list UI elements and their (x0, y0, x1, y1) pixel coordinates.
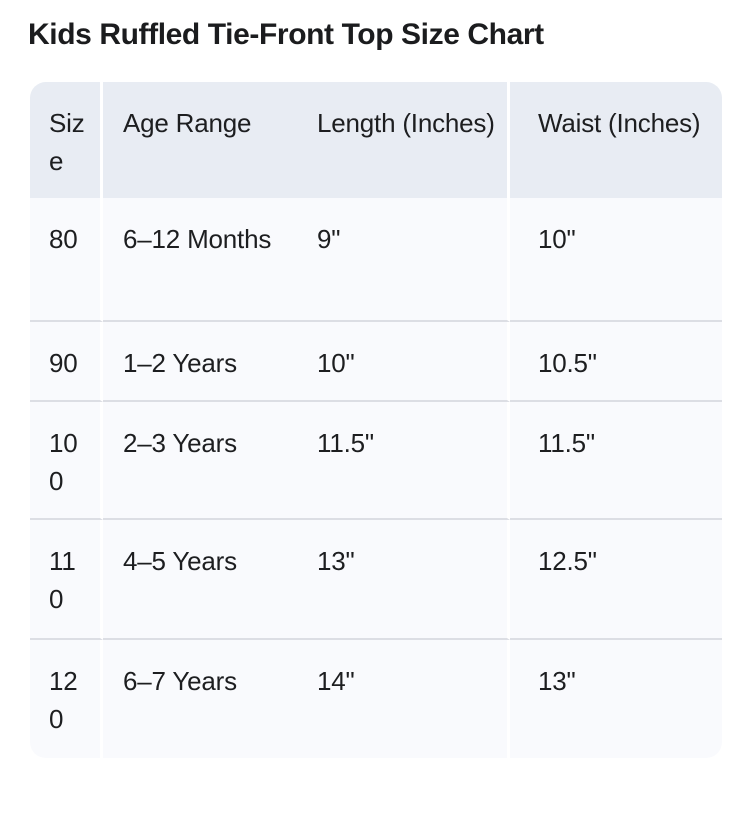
column-header-size: Size (30, 82, 103, 198)
table-header: Size Age Range Length (Inches) Waist (Inche… (30, 82, 722, 198)
cell-size: 120 (30, 640, 103, 758)
cell-size: 90 (30, 322, 103, 402)
cell-length: 10" (297, 322, 510, 402)
table-row: 100 2–3 Years 11.5" 11.5" (30, 402, 722, 520)
cell-waist: 10.5" (510, 322, 722, 402)
column-header-age-range: Age Range (103, 82, 297, 198)
page-title: Kids Ruffled Tie-Front Top Size Chart (28, 18, 544, 51)
column-header-length: Length (Inches) (297, 82, 510, 198)
cell-size: 80 (30, 198, 103, 322)
cell-length: 14" (297, 640, 510, 758)
cell-length: 11.5" (297, 402, 510, 520)
table-row: 110 4–5 Years 13" 12.5" (30, 520, 722, 640)
cell-age-range: 6–7 Years (103, 640, 297, 758)
cell-waist: 13" (510, 640, 722, 758)
table-row: 80 6–12 Months 9" 10" (30, 198, 722, 322)
cell-size: 110 (30, 520, 103, 640)
cell-waist: 11.5" (510, 402, 722, 520)
table-row: 90 1–2 Years 10" 10.5" (30, 322, 722, 402)
column-header-waist: Waist (Inches) (510, 82, 722, 198)
cell-age-range: 2–3 Years (103, 402, 297, 520)
table-body: 80 6–12 Months 9" 10" 90 1–2 Years 10" 10.5" 100… (30, 198, 722, 758)
cell-waist: 12.5" (510, 520, 722, 640)
cell-length: 13" (297, 520, 510, 640)
size-chart-table: Size Age Range Length (Inches) Waist (Inche… (30, 82, 722, 758)
cell-age-range: 1–2 Years (103, 322, 297, 402)
table-row: 120 6–7 Years 14" 13" (30, 640, 722, 758)
cell-age-range: 4–5 Years (103, 520, 297, 640)
cell-waist: 10" (510, 198, 722, 322)
cell-size: 100 (30, 402, 103, 520)
cell-age-range: 6–12 Months (103, 198, 297, 322)
cell-length: 9" (297, 198, 510, 322)
table-header-row: Size Age Range Length (Inches) Waist (Inche… (30, 82, 722, 198)
